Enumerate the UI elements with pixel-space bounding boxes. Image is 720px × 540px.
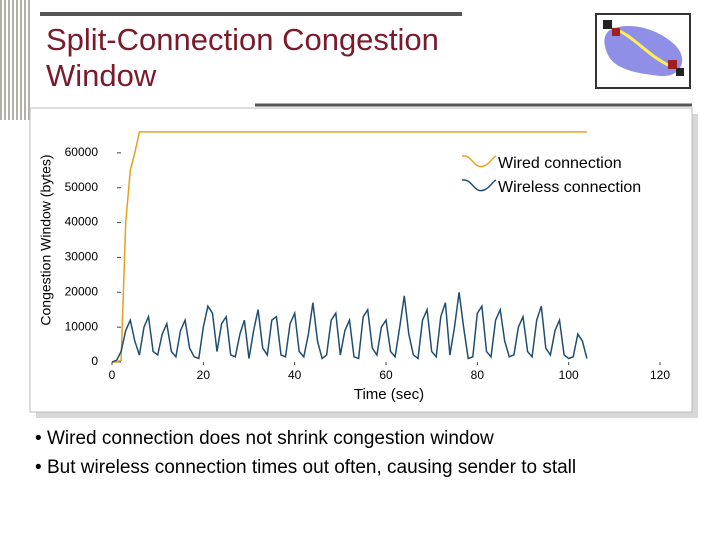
y-tick-label: 60000 <box>65 145 99 159</box>
y-tick-label: 20000 <box>65 284 99 298</box>
x-axis-label: Time (sec) <box>354 386 424 403</box>
slide-title: Split-Connection Congestion Window <box>46 22 439 93</box>
series-line <box>111 292 588 363</box>
y-axis-label: Congestion Window (bytes) <box>38 154 54 325</box>
bullet-list: Wired connection does not shrink congest… <box>30 424 690 482</box>
legend-swatch <box>461 155 497 168</box>
bullet: But wireless connection times out often,… <box>30 453 690 482</box>
chart-frame <box>29 107 693 413</box>
x-tick-label: 40 <box>288 368 302 382</box>
legend-label: Wireless connection <box>498 179 641 196</box>
y-tick-label: 30000 <box>65 250 99 264</box>
x-tick-label: 60 <box>379 368 393 382</box>
y-tick-label: 50000 <box>65 180 99 194</box>
y-tick-label: 0 <box>91 354 98 368</box>
x-tick-label: 80 <box>471 368 485 382</box>
x-tick-label: 20 <box>197 368 211 382</box>
y-tick-label: 40000 <box>65 215 99 229</box>
x-tick-label: 120 <box>650 368 670 382</box>
y-tick-label: 10000 <box>65 319 99 333</box>
x-tick-label: 100 <box>559 368 579 382</box>
logo <box>595 13 691 89</box>
legend-swatch <box>461 179 497 192</box>
side-stripes <box>0 0 30 120</box>
x-tick-label: 0 <box>109 368 116 382</box>
series-line <box>112 131 587 363</box>
bullet: Wired connection does not shrink congest… <box>30 424 690 453</box>
legend-label: Wired connection <box>498 155 622 172</box>
